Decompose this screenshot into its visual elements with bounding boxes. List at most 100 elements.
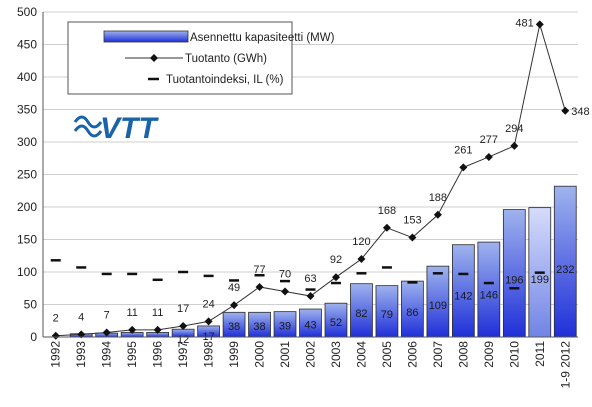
bar-value-label: 199 [531, 274, 549, 286]
gridlines [43, 11, 578, 338]
production-point [357, 255, 366, 263]
production-value-label: 481 [515, 17, 533, 29]
production-point [77, 330, 86, 339]
x-tick-label: 2002 [304, 341, 318, 368]
production-value-label: 7 [104, 309, 110, 321]
production-value-label: 120 [352, 236, 370, 248]
x-tick-label: 2007 [431, 341, 445, 368]
production-point [331, 273, 340, 282]
production-point [561, 106, 570, 115]
vtt-logo: VTT [73, 112, 159, 145]
y-tick-label: 400 [17, 70, 37, 84]
x-tick-label: 1999 [227, 341, 241, 368]
production-value-label: 261 [454, 144, 472, 156]
production-value-label: 277 [480, 134, 498, 146]
y-tick-label: 250 [17, 168, 37, 182]
production-point [179, 321, 188, 330]
production-value-label: 17 [177, 303, 189, 315]
bar-value-label: 52 [330, 317, 342, 329]
x-tick-label: 2003 [329, 341, 343, 368]
production-value-label: 49 [228, 282, 240, 294]
x-tick-label: 1996 [151, 341, 165, 368]
y-tick-label: 450 [17, 38, 37, 52]
production-value-label: 188 [429, 192, 447, 204]
bar-value-label: 38 [228, 321, 240, 333]
x-tick-label: 2005 [380, 341, 394, 368]
production-point [51, 331, 60, 340]
bar [553, 185, 577, 338]
x-tick-label: 1993 [74, 341, 88, 368]
svg-text:VTT: VTT [100, 112, 159, 145]
production-value-label: 92 [330, 254, 342, 266]
x-tick-label: 1995 [125, 341, 139, 368]
production-point [510, 141, 519, 150]
x-tick-label: 1-9 2012 [558, 341, 572, 389]
production-point [306, 292, 315, 301]
x-tick-label: 2001 [278, 341, 292, 368]
x-tick-label: 2010 [507, 341, 521, 368]
production-point [128, 325, 137, 334]
legend-index-label: Tuotantoindeksi, IL (%) [166, 74, 284, 86]
x-tick-label: 2000 [253, 341, 267, 368]
production-value-label: 70 [279, 269, 291, 281]
y-tick-label: 300 [17, 135, 37, 149]
production-point [433, 210, 442, 219]
production-point [102, 328, 111, 337]
x-tick-label: 1992 [49, 341, 63, 368]
production-point [408, 233, 417, 242]
production-value-label: 168 [378, 205, 396, 217]
y-tick-label: 100 [17, 265, 37, 279]
bar-value-label: 38 [253, 321, 265, 333]
production-point [281, 287, 290, 296]
production-point [204, 317, 213, 326]
y-tick-label: 350 [17, 103, 37, 117]
production-point [484, 152, 493, 161]
bar-value-label: 146 [480, 289, 498, 301]
y-tick-label: 200 [17, 200, 37, 214]
x-tick-label: 2006 [405, 341, 419, 368]
production-point [255, 282, 264, 291]
y-tick-label: 0 [30, 330, 37, 344]
production-point [153, 325, 162, 334]
production-point [535, 20, 544, 29]
bar-value-label: 196 [505, 275, 523, 287]
x-tick-label: 1998 [202, 341, 216, 368]
legend-bar-swatch [103, 30, 189, 43]
production-value-label: 153 [403, 215, 421, 227]
y-tick-label: 50 [24, 298, 38, 312]
bar-value-label: 82 [355, 308, 367, 320]
production-value-label: 294 [505, 123, 523, 135]
x-tick-label: 2004 [354, 341, 368, 368]
production-value-label: 11 [126, 307, 137, 319]
bar-value-label: 43 [304, 319, 316, 331]
bar [502, 209, 526, 338]
bar-value-label: 86 [406, 307, 418, 319]
production-value-label: 348 [571, 106, 589, 118]
x-tick-label: 1994 [100, 341, 114, 368]
index-markers [50, 259, 545, 291]
legend-diamond-marker [150, 54, 158, 62]
production-value-label: 4 [78, 311, 84, 323]
legend: Asennettu kapasiteetti (MW) Tuotanto (GW… [67, 21, 335, 95]
y-tick-label: 500 [17, 5, 37, 19]
y-tick-label: 150 [17, 233, 37, 247]
bar-value-label: 232 [556, 264, 574, 276]
production-point [382, 223, 391, 232]
production-point [459, 163, 468, 172]
production-value-label: 77 [253, 264, 265, 276]
production-value-label: 2 [53, 313, 59, 325]
x-tick-label: 1997 [176, 341, 190, 368]
x-tick-label: 2008 [456, 341, 470, 368]
bar-value-label: 142 [454, 290, 472, 302]
bar-value-label: 109 [429, 300, 447, 312]
bar-value-label: 79 [381, 309, 393, 321]
production-value-label: 11 [152, 307, 163, 319]
bar-value-label: 39 [279, 321, 291, 333]
legend-line-label: Tuotanto (GWh) [185, 53, 267, 65]
x-tick-label: 2009 [482, 341, 496, 368]
legend-bar-label: Asennettu kapasiteetti (MW) [190, 32, 335, 44]
